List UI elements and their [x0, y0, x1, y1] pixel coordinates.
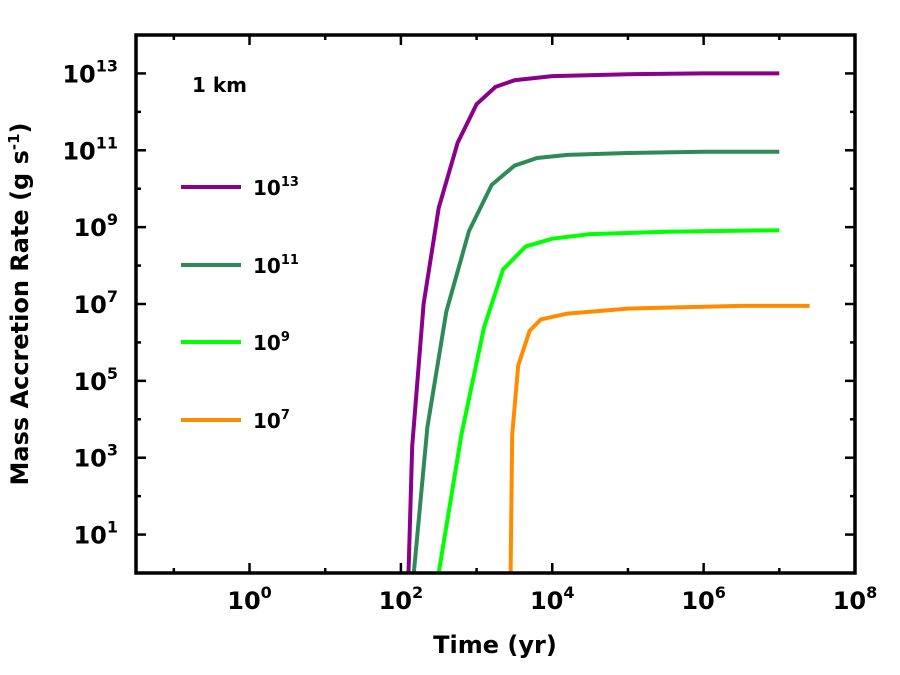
x-axis-label: Time (yr) [433, 631, 557, 659]
y-tick-label: 101 [73, 518, 118, 550]
series-line-1e11 [411, 149, 780, 574]
x-tick-label: 104 [530, 583, 575, 615]
x-tick-label: 102 [379, 583, 424, 615]
series-line-1e7 [508, 303, 810, 574]
y-axis-label: Mass Accretion Rate (g s-1) [5, 123, 34, 486]
y-axis-label-sup: -1 [5, 133, 23, 150]
legend-label: 1011 [253, 253, 299, 278]
y-tick-label: 1011 [62, 133, 118, 165]
y-axis-label-close: ) [6, 123, 34, 134]
y-axis-label-main: Mass Accretion Rate (g s [6, 150, 34, 485]
series-layer [406, 71, 810, 574]
y-tick-label: 103 [73, 441, 118, 473]
series-line-1e9 [436, 228, 780, 574]
y-tick-label: 109 [73, 210, 118, 242]
y-tick-label: 1013 [62, 56, 118, 88]
series-line-1e13 [406, 71, 780, 574]
x-tick-label: 108 [833, 583, 878, 615]
label-layer: 100 102 104 106 108 101 103 105 107 109 1011 1013 [62, 56, 877, 615]
x-tick-label: 100 [227, 583, 272, 615]
legend: 1013 1011 109 107 [181, 175, 299, 433]
y-tick-label: 107 [73, 287, 118, 319]
legend-label: 109 [253, 330, 290, 355]
x-tick-label: 106 [681, 583, 726, 615]
legend-label: 107 [253, 408, 290, 433]
legend-label: 1013 [253, 175, 299, 200]
tick-layer [136, 35, 857, 573]
annotation-label: 1 km [192, 73, 247, 97]
y-tick-label: 105 [73, 364, 118, 396]
